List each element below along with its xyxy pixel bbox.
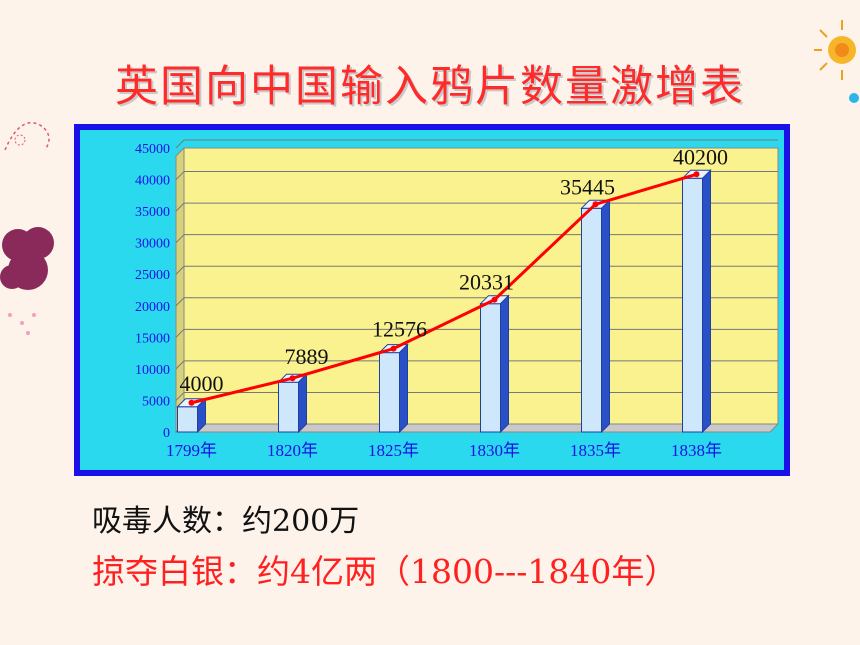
y-tick-label: 15000 xyxy=(135,331,170,346)
bar xyxy=(581,207,602,433)
bar-side xyxy=(702,169,711,434)
silver-note: 掠夺白银：约4亿两（1800---1840年） xyxy=(92,552,678,591)
trend-point xyxy=(491,296,498,303)
gridline-side xyxy=(175,297,185,307)
gridline-side xyxy=(175,139,185,149)
bar xyxy=(480,303,501,433)
x-tick-label: 1835年 xyxy=(570,441,621,460)
gridline-side xyxy=(175,328,185,338)
data-label: 40200 xyxy=(673,144,728,169)
cloud-decoration-icon xyxy=(0,215,60,345)
gridline-side xyxy=(175,265,185,275)
x-tick-label: 1838年 xyxy=(671,441,722,460)
data-label: 20331 xyxy=(459,270,514,295)
data-label: 7889 xyxy=(285,344,329,369)
bar xyxy=(682,177,703,433)
trend-point xyxy=(390,345,397,352)
gridline-side xyxy=(175,360,185,370)
data-label: 4000 xyxy=(180,371,224,396)
y-tick-label: 35000 xyxy=(135,205,170,220)
bar xyxy=(379,352,400,433)
trend-point xyxy=(592,201,599,208)
data-label: 35445 xyxy=(560,174,615,199)
trend-point xyxy=(289,375,296,382)
gridline-side xyxy=(175,202,185,212)
trend-point xyxy=(188,399,195,406)
y-tick-label: 30000 xyxy=(135,237,170,252)
y-tick-label: 25000 xyxy=(135,268,170,283)
y-tick-label: 10000 xyxy=(135,363,170,378)
trend-point xyxy=(693,171,700,178)
y-tick-label: 40000 xyxy=(135,174,170,189)
x-tick-label: 1825年 xyxy=(368,441,419,460)
gridline-side xyxy=(175,392,185,401)
y-tick-label: 0 xyxy=(163,426,170,441)
gridline-side xyxy=(175,234,185,244)
y-tick-label: 20000 xyxy=(135,300,170,315)
data-label: 12576 xyxy=(372,317,427,342)
trend-line xyxy=(191,172,697,405)
bar-side xyxy=(399,343,408,434)
bar xyxy=(278,381,299,433)
page-title: 英国向中国输入鸦片数量激增表 xyxy=(115,62,745,112)
x-tick-label: 1799年 xyxy=(166,441,217,460)
bar-side xyxy=(298,373,307,434)
x-tick-label: 1820年 xyxy=(267,441,318,460)
addicts-note: 吸毒人数：约200万 xyxy=(92,504,360,539)
y-tick-label: 5000 xyxy=(142,394,170,409)
y-tick-label: 45000 xyxy=(135,142,170,157)
bar xyxy=(177,406,198,433)
flower-decoration-icon xyxy=(800,0,860,110)
x-tick-label: 1830年 xyxy=(469,441,520,460)
bar-side xyxy=(500,294,509,434)
bar-side xyxy=(601,199,610,434)
swirl-decoration-icon xyxy=(0,95,60,165)
gridline-side xyxy=(175,171,185,180)
